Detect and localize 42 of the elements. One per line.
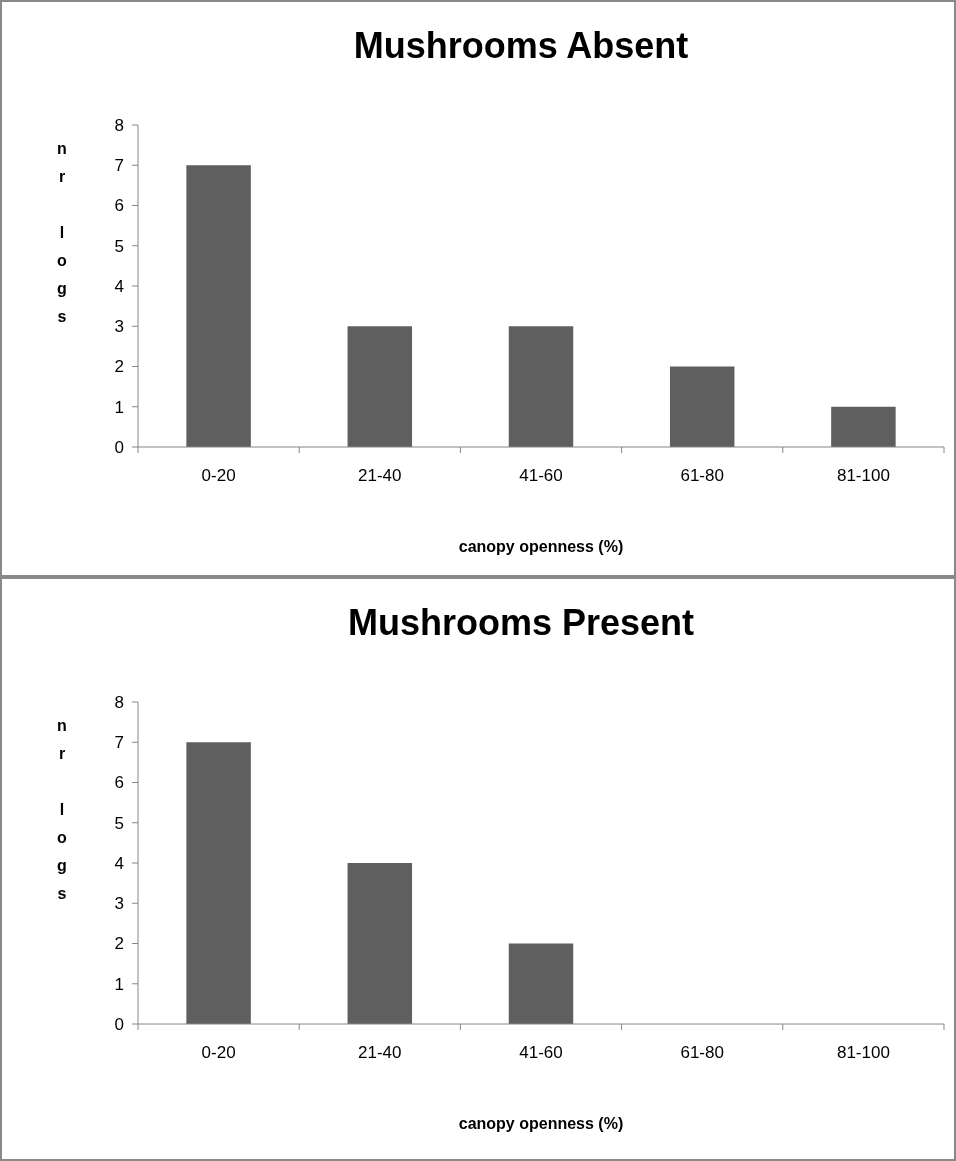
- bar: [347, 326, 413, 447]
- y-tick-label: 3: [114, 317, 124, 337]
- y-tick-label: 0: [114, 437, 124, 457]
- y-tick-label: 7: [114, 733, 124, 753]
- x-tick-label: 0-20: [201, 1043, 236, 1062]
- bar: [186, 165, 251, 447]
- bar: [347, 863, 413, 1024]
- bar: [508, 326, 574, 447]
- bar: [508, 943, 574, 1024]
- x-tick-label: 41-60: [519, 466, 563, 485]
- x-axis-title: canopy openness (%): [458, 1115, 624, 1132]
- y-tick-label: 3: [114, 894, 124, 914]
- y-tick-label: 8: [114, 115, 124, 135]
- y-tick-label: 7: [114, 156, 124, 176]
- y-axis-title: nr logs: [53, 140, 71, 336]
- y-tick-label: 2: [114, 934, 124, 954]
- bar: [186, 742, 251, 1024]
- chart-title: Mushrooms Absent: [353, 25, 689, 66]
- y-tick-label: 6: [114, 773, 124, 793]
- y-tick-label: 5: [114, 236, 124, 256]
- y-tick-label: 8: [114, 692, 124, 712]
- chart-title: Mushrooms Present: [347, 602, 695, 643]
- y-tick-label: 0: [114, 1014, 124, 1034]
- y-tick-label: 1: [114, 974, 124, 994]
- y-tick-label: 1: [114, 397, 124, 417]
- y-tick-label: 6: [114, 196, 124, 216]
- y-axis-title: nr logs: [53, 717, 71, 913]
- x-tick-label: 0-20: [201, 466, 236, 485]
- x-tick-label: 81-100: [836, 1043, 890, 1062]
- bar: [831, 406, 896, 447]
- x-tick-label: 21-40: [358, 466, 402, 485]
- y-tick-label: 5: [114, 813, 124, 833]
- y-tick-label: 2: [114, 357, 124, 377]
- x-tick-label: 41-60: [519, 1043, 563, 1062]
- y-tick-label: 4: [114, 853, 124, 873]
- x-tick-label: 61-80: [680, 466, 724, 485]
- x-tick-label: 61-80: [680, 1043, 724, 1062]
- x-axis-title: canopy openness (%): [458, 538, 624, 555]
- bar: [669, 366, 735, 447]
- x-tick-label: 21-40: [358, 1043, 402, 1062]
- x-tick-label: 81-100: [836, 466, 890, 485]
- y-tick-label: 4: [114, 276, 124, 296]
